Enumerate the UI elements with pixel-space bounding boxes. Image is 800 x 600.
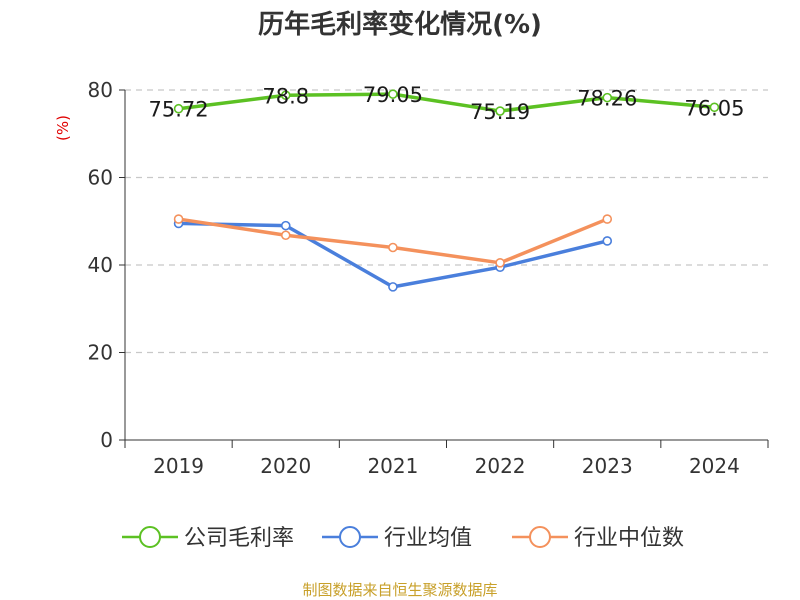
legend-marker-icon — [529, 526, 551, 548]
legend-item-0[interactable]: 公司毛利率 — [122, 526, 294, 551]
chart-title: 历年毛利率变化情况(%) — [258, 9, 542, 40]
data-point-0-2021 — [388, 89, 398, 99]
data-point-1-2020 — [280, 220, 291, 231]
series-line-1 — [178, 221, 608, 289]
series-0: 75.72 78.8 79.05 75.19 78.26 76.05 — [149, 83, 745, 124]
series-1 — [173, 218, 613, 292]
legend-item-2[interactable]: 行业中位数 — [512, 526, 684, 551]
data-point-0-2024 — [709, 102, 720, 113]
x-tick-label-2019: 2019 — [153, 454, 204, 478]
data-label-2023: 78.26 — [577, 87, 637, 111]
x-tick-label-2024: 2024 — [689, 454, 740, 478]
data-point-2-2020 — [280, 230, 291, 241]
y-axis-unit: (%) — [54, 115, 72, 141]
series-line-0 — [178, 92, 715, 113]
series-layer: 75.72 78.8 79.05 75.19 78.26 76.05 — [149, 83, 745, 292]
data-point-0-2020 — [280, 90, 291, 101]
y-tick-label-0: 0 — [100, 428, 113, 452]
gridlines — [125, 89, 768, 354]
data-point-0-2019 — [173, 103, 184, 114]
y-tick-label-20: 20 — [88, 341, 113, 365]
x-tick-label-2021: 2021 — [367, 454, 418, 478]
data-point-2-2023 — [602, 214, 613, 224]
data-label-2020: 78.8 — [262, 84, 309, 108]
legend-marker-icon — [139, 526, 161, 548]
x-tick-label-2022: 2022 — [475, 454, 526, 478]
data-label-2024: 76.05 — [684, 96, 744, 120]
data-point-2-2021 — [388, 242, 398, 253]
data-point-0-2023 — [602, 92, 613, 103]
data-point-2-2022 — [495, 258, 505, 268]
y-tick-label-60: 60 — [88, 166, 113, 190]
axes: 0 20 40 60 80 2019 2020 2021 2022 2023 2024 — [88, 78, 769, 478]
legend-marker-icon — [339, 526, 361, 548]
y-tick-label-40: 40 — [88, 253, 113, 277]
series-2 — [173, 214, 613, 268]
data-source: 制图数据来自恒生聚源数据库 — [302, 581, 497, 599]
legend-label: 行业中位数 — [574, 526, 684, 551]
x-tick-label-2023: 2023 — [582, 454, 633, 478]
data-point-0-2022 — [495, 106, 505, 116]
y-tick-label-80: 80 — [88, 78, 113, 102]
data-point-2-2019 — [173, 214, 184, 224]
data-label-2019: 75.72 — [149, 98, 209, 122]
legend-label: 公司毛利率 — [184, 526, 294, 551]
data-point-1-2023 — [602, 236, 613, 246]
legend[interactable]: 公司毛利率 行业均值 行业中位数 — [122, 526, 684, 551]
data-label-2021: 79.05 — [363, 83, 423, 107]
data-label-2022: 75.19 — [470, 100, 530, 124]
legend-item-1[interactable]: 行业均值 — [322, 526, 472, 551]
data-point-1-2021 — [388, 282, 398, 292]
legend-label: 行业均值 — [384, 526, 472, 551]
x-tick-label-2020: 2020 — [260, 454, 311, 478]
